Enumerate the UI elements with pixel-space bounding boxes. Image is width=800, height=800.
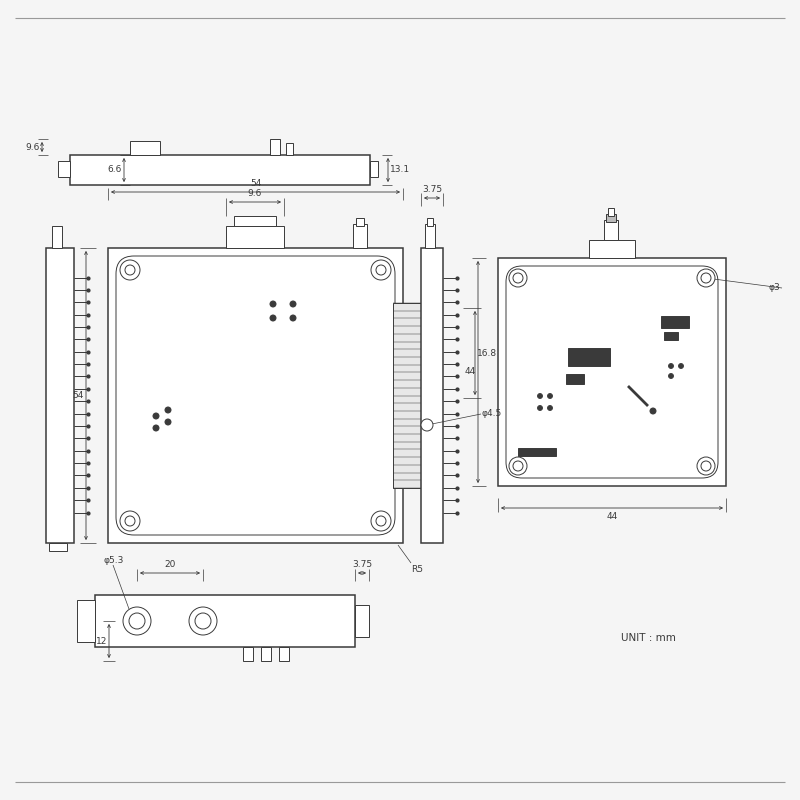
Bar [270,139,280,155]
Circle shape [547,394,553,398]
Bar [566,374,584,384]
Circle shape [547,406,553,410]
Circle shape [376,516,386,526]
Text: 3.75: 3.75 [352,560,372,569]
Circle shape [125,516,135,526]
Bar [606,214,616,222]
Bar [108,248,403,543]
Bar [77,600,95,642]
Text: 9.6: 9.6 [26,142,40,151]
Text: 12: 12 [96,637,107,646]
Circle shape [120,260,140,280]
Bar [370,161,378,177]
Bar [664,332,678,340]
Text: UNIT : mm: UNIT : mm [621,633,675,643]
Bar [234,216,276,226]
Bar [226,226,284,248]
Circle shape [669,363,674,369]
Circle shape [165,419,171,425]
Bar [427,218,433,226]
Circle shape [650,408,656,414]
Circle shape [538,406,542,410]
Bar [279,647,289,661]
Circle shape [195,613,211,629]
Bar [261,647,271,661]
Circle shape [290,301,296,307]
Circle shape [129,613,145,629]
Text: 54: 54 [73,391,84,400]
Text: φ5.3: φ5.3 [103,556,123,565]
Bar [604,220,618,240]
Text: 16.8: 16.8 [477,349,497,358]
Bar [355,605,369,637]
Text: 44: 44 [465,367,476,377]
Circle shape [371,511,391,531]
Circle shape [165,407,171,413]
Circle shape [701,461,711,471]
Text: 6.6: 6.6 [108,166,122,174]
Bar [46,248,74,543]
Bar [52,226,62,248]
Circle shape [697,269,715,287]
Bar [393,303,421,488]
Bar [421,248,443,543]
Circle shape [371,260,391,280]
Bar [130,141,160,155]
Circle shape [270,301,276,307]
Bar [608,208,614,216]
Circle shape [376,265,386,275]
Bar [498,258,726,486]
Text: R5: R5 [411,565,423,574]
Circle shape [120,511,140,531]
Text: 9.6: 9.6 [248,189,262,198]
Circle shape [189,607,217,635]
Bar [425,224,435,248]
Circle shape [290,315,296,321]
Text: 13.1: 13.1 [390,166,410,174]
Circle shape [153,413,159,419]
Bar [518,448,556,456]
Circle shape [421,419,433,431]
Circle shape [509,269,527,287]
Text: 54: 54 [250,179,261,188]
Circle shape [701,273,711,283]
Bar [49,543,67,551]
Text: φ4.5: φ4.5 [481,410,502,418]
Circle shape [123,607,151,635]
Circle shape [513,273,523,283]
Bar [661,316,689,328]
Circle shape [509,457,527,475]
Circle shape [538,394,542,398]
Circle shape [270,315,276,321]
Bar [58,161,70,177]
Bar [286,143,293,155]
Circle shape [125,265,135,275]
Text: 44: 44 [606,512,618,521]
Bar [95,595,355,647]
Bar [589,240,635,258]
Circle shape [669,374,674,378]
Circle shape [153,425,159,431]
Circle shape [697,457,715,475]
Text: φ3: φ3 [768,283,780,293]
Bar [568,348,610,366]
Text: 20: 20 [164,560,176,569]
Text: 3.75: 3.75 [422,185,442,194]
Circle shape [678,363,683,369]
Circle shape [513,461,523,471]
Bar [356,218,364,226]
Bar [70,155,370,185]
Bar [243,647,253,661]
Bar [353,224,367,248]
